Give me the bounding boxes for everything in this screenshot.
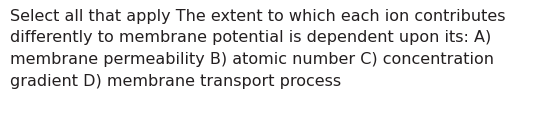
Text: Select all that apply The extent to which each ion contributes
differently to me: Select all that apply The extent to whic… [10,9,506,89]
